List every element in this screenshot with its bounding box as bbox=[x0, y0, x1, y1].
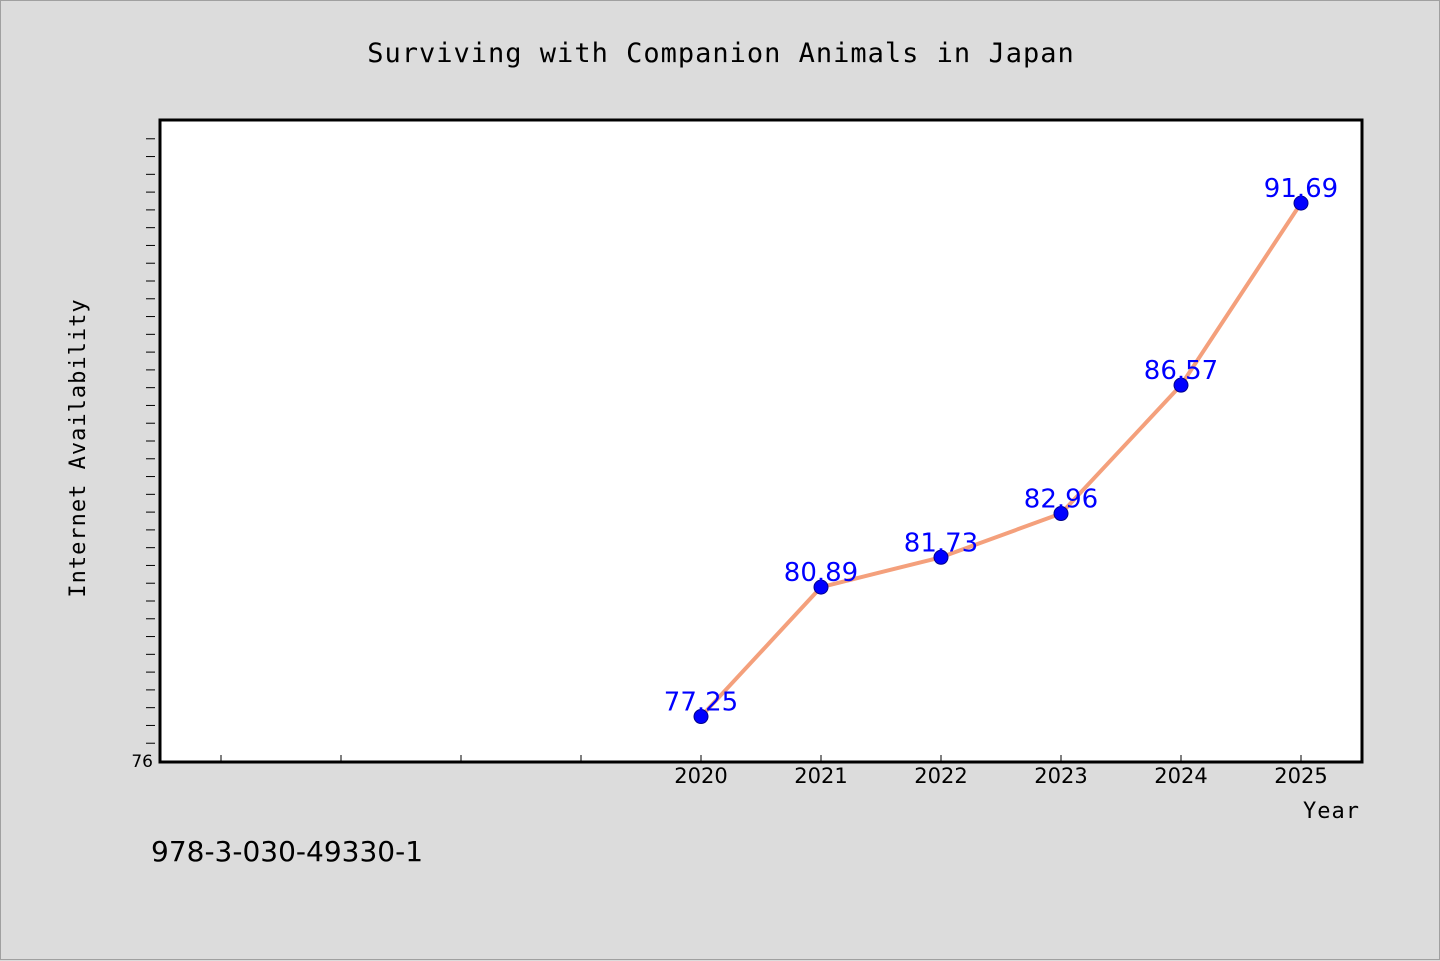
y-tick-label: 76 bbox=[131, 752, 153, 772]
series-group: 77.25 80.89 81.73 82.96 86.57 91.69 bbox=[664, 174, 1338, 725]
x-tick-label-2024: 2024 bbox=[1154, 764, 1207, 788]
chart-title: Surviving with Companion Animals in Japa… bbox=[367, 38, 1074, 69]
data-label-2022: 81.73 bbox=[904, 528, 978, 558]
x-tick-label-2023: 2023 bbox=[1034, 764, 1087, 788]
data-label-2021: 80.89 bbox=[784, 558, 858, 588]
data-point-2024 bbox=[1173, 377, 1189, 393]
data-label-2023: 82.96 bbox=[1024, 485, 1098, 515]
x-axis-ticks: 2020 2021 2022 2023 2024 2025 bbox=[220, 755, 1328, 788]
data-label-2020: 77.25 bbox=[664, 688, 738, 718]
data-label-2025: 91.69 bbox=[1264, 174, 1338, 204]
plot-area bbox=[158, 118, 1364, 764]
x-tick-label-2020: 2020 bbox=[674, 764, 727, 788]
x-tick-label-2025: 2025 bbox=[1274, 764, 1327, 788]
data-point-2023 bbox=[1053, 506, 1069, 522]
x-tick-label-2021: 2021 bbox=[794, 764, 847, 788]
isbn-footnote: 978-3-030-49330-1 bbox=[151, 835, 424, 868]
y-axis-title: Internet Availability bbox=[66, 298, 91, 597]
y-axis-ticks: 76 bbox=[131, 138, 155, 772]
x-axis-title: Year bbox=[1303, 799, 1360, 824]
x-tick-label-2022: 2022 bbox=[914, 764, 967, 788]
data-point-2025 bbox=[1293, 195, 1309, 211]
data-point-2021 bbox=[813, 579, 829, 595]
data-label-2024: 86.57 bbox=[1144, 356, 1218, 386]
data-point-2020 bbox=[693, 709, 709, 725]
series-line bbox=[699, 202, 1303, 718]
data-point-2022 bbox=[933, 549, 949, 565]
